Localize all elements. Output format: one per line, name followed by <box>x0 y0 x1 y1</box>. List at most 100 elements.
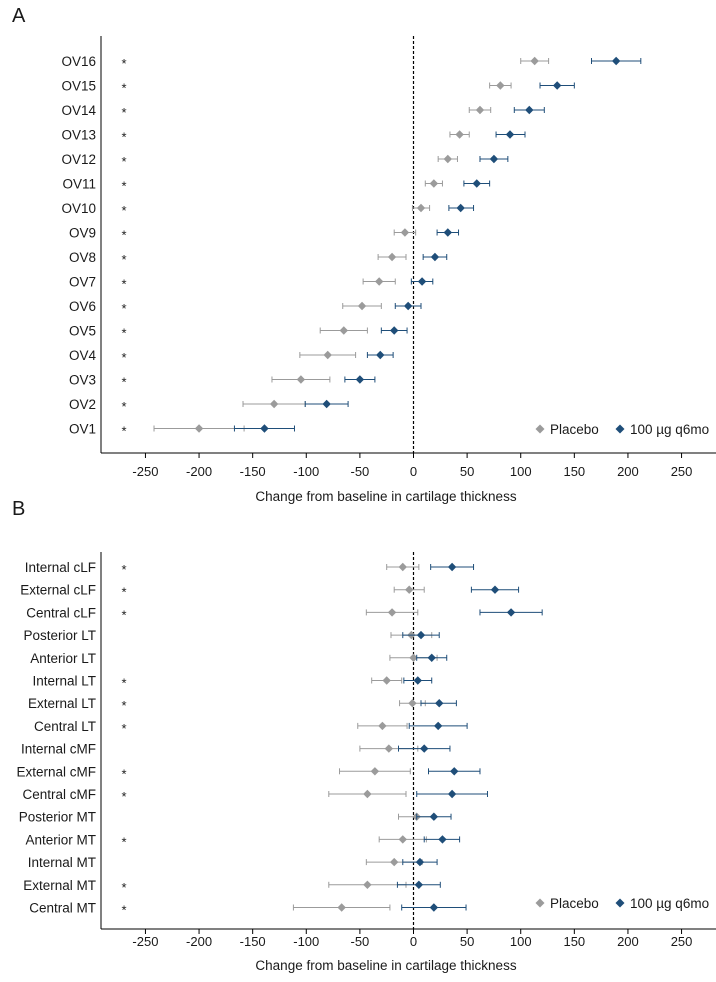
category-label: Posterior MT <box>19 810 96 825</box>
treatment-diamond <box>472 179 481 188</box>
treatment-point-group <box>420 699 457 708</box>
significance-star: * <box>121 766 126 781</box>
significance-star: * <box>121 789 126 804</box>
placebo-diamond <box>339 326 349 335</box>
significance-star: * <box>121 228 126 243</box>
x-tick-label: 200 <box>617 464 639 479</box>
placebo-point-group <box>292 903 391 912</box>
treatment-point-group <box>448 203 475 213</box>
category-label: OV6 <box>69 299 96 314</box>
placebo-diamond <box>429 179 439 188</box>
placebo-diamond <box>455 130 464 139</box>
panel-label: A <box>12 5 26 27</box>
treatment-diamond <box>429 903 439 912</box>
legend-placebo-marker <box>535 424 545 434</box>
treatment-diamond <box>376 350 385 360</box>
category-label: Internal MT <box>28 855 96 870</box>
category-label: Posterior LT <box>23 628 96 643</box>
significance-star: * <box>121 81 126 96</box>
x-tick-label: 250 <box>671 934 693 949</box>
category-label: OV12 <box>61 152 96 167</box>
treatment-diamond <box>413 676 422 685</box>
placebo-point-group <box>328 880 407 889</box>
x-tick-label: 100 <box>510 464 532 479</box>
treatment-diamond <box>260 424 269 433</box>
x-tick-label: -150 <box>240 464 266 479</box>
legend-treatment-marker <box>615 898 625 908</box>
significance-star: * <box>121 350 126 365</box>
significance-star: * <box>121 585 126 600</box>
placebo-point-group <box>386 562 420 572</box>
placebo-point-group <box>242 399 306 409</box>
treatment-diamond <box>416 630 426 640</box>
legend: Placebo 100 µg q6mo <box>535 422 709 437</box>
significance-star: * <box>121 326 126 341</box>
panel-b: B -250 -200 -150 -100 -50 0 50 100 150 200 250 Chang… <box>12 498 716 973</box>
significance-star: * <box>121 834 126 849</box>
treatment-diamond <box>506 608 516 617</box>
placebo-point-group <box>153 424 245 433</box>
x-tick-label: -50 <box>350 934 369 949</box>
significance-star: * <box>121 903 126 918</box>
x-tick-label: 250 <box>671 464 693 479</box>
treatment-diamond <box>456 203 465 213</box>
significance-star: * <box>121 301 126 316</box>
treatment-point-group <box>495 130 526 139</box>
placebo-diamond <box>194 424 204 433</box>
placebo-diamond <box>323 350 332 360</box>
treatment-point-group <box>428 767 481 776</box>
treatment-diamond <box>430 252 440 262</box>
placebo-point-group <box>437 154 458 164</box>
treatment-diamond <box>438 835 447 844</box>
x-tick-label: 200 <box>617 934 639 949</box>
treatment-point-group <box>366 350 394 360</box>
treatment-point-group <box>402 857 438 867</box>
category-label: OV14 <box>61 103 96 118</box>
x-tick-label: 50 <box>460 934 474 949</box>
placebo-point-group <box>424 179 443 188</box>
placebo-diamond <box>357 301 367 311</box>
placebo-diamond <box>337 903 346 912</box>
treatment-point-group <box>304 399 349 409</box>
treatment-point-group <box>380 326 408 335</box>
category-label: External cMF <box>16 764 96 779</box>
x-tick-label: 100 <box>510 934 532 949</box>
placebo-diamond <box>382 676 391 685</box>
treatment-diamond <box>447 562 457 572</box>
category-label: Anterior MT <box>25 832 96 847</box>
category-label: OV15 <box>61 79 96 94</box>
legend-treatment-label: 100 µg q6mo <box>630 422 709 437</box>
treatment-point-group <box>416 653 448 662</box>
category-label: OV1 <box>69 422 96 437</box>
x-tick-label: -250 <box>132 464 158 479</box>
placebo-diamond <box>475 105 485 115</box>
placebo-point-group <box>411 203 431 213</box>
treatment-point-group <box>479 154 509 164</box>
placebo-diamond <box>405 585 414 594</box>
treatment-point-group <box>430 562 475 572</box>
significance-star: * <box>121 105 126 120</box>
placebo-diamond <box>398 562 407 572</box>
x-tick-label: -150 <box>240 934 266 949</box>
category-label: OV10 <box>61 201 96 216</box>
treatment-point-group <box>403 676 433 685</box>
placebo-point-group <box>378 835 427 844</box>
treatment-point-group <box>396 880 441 889</box>
treatment-diamond <box>490 585 500 594</box>
treatment-point-group <box>397 744 451 753</box>
placebo-point-group <box>449 130 470 139</box>
treatment-point-group <box>394 301 422 311</box>
category-label: OV11 <box>62 177 96 192</box>
treatment-diamond <box>450 767 459 776</box>
x-tick-label: -50 <box>350 464 369 479</box>
category-label: External LT <box>28 696 96 711</box>
treatment-diamond <box>443 228 453 237</box>
category-label: OV9 <box>69 226 96 241</box>
x-tick-label: 150 <box>563 934 585 949</box>
treatment-point-group <box>470 585 520 594</box>
panel-a: A -250 -200 -150 -100 -50 0 50 100 150 200 250 Chang… <box>12 5 716 504</box>
treatment-point-group <box>402 630 440 640</box>
treatment-diamond <box>415 857 425 867</box>
category-label: Central cMF <box>22 787 96 802</box>
